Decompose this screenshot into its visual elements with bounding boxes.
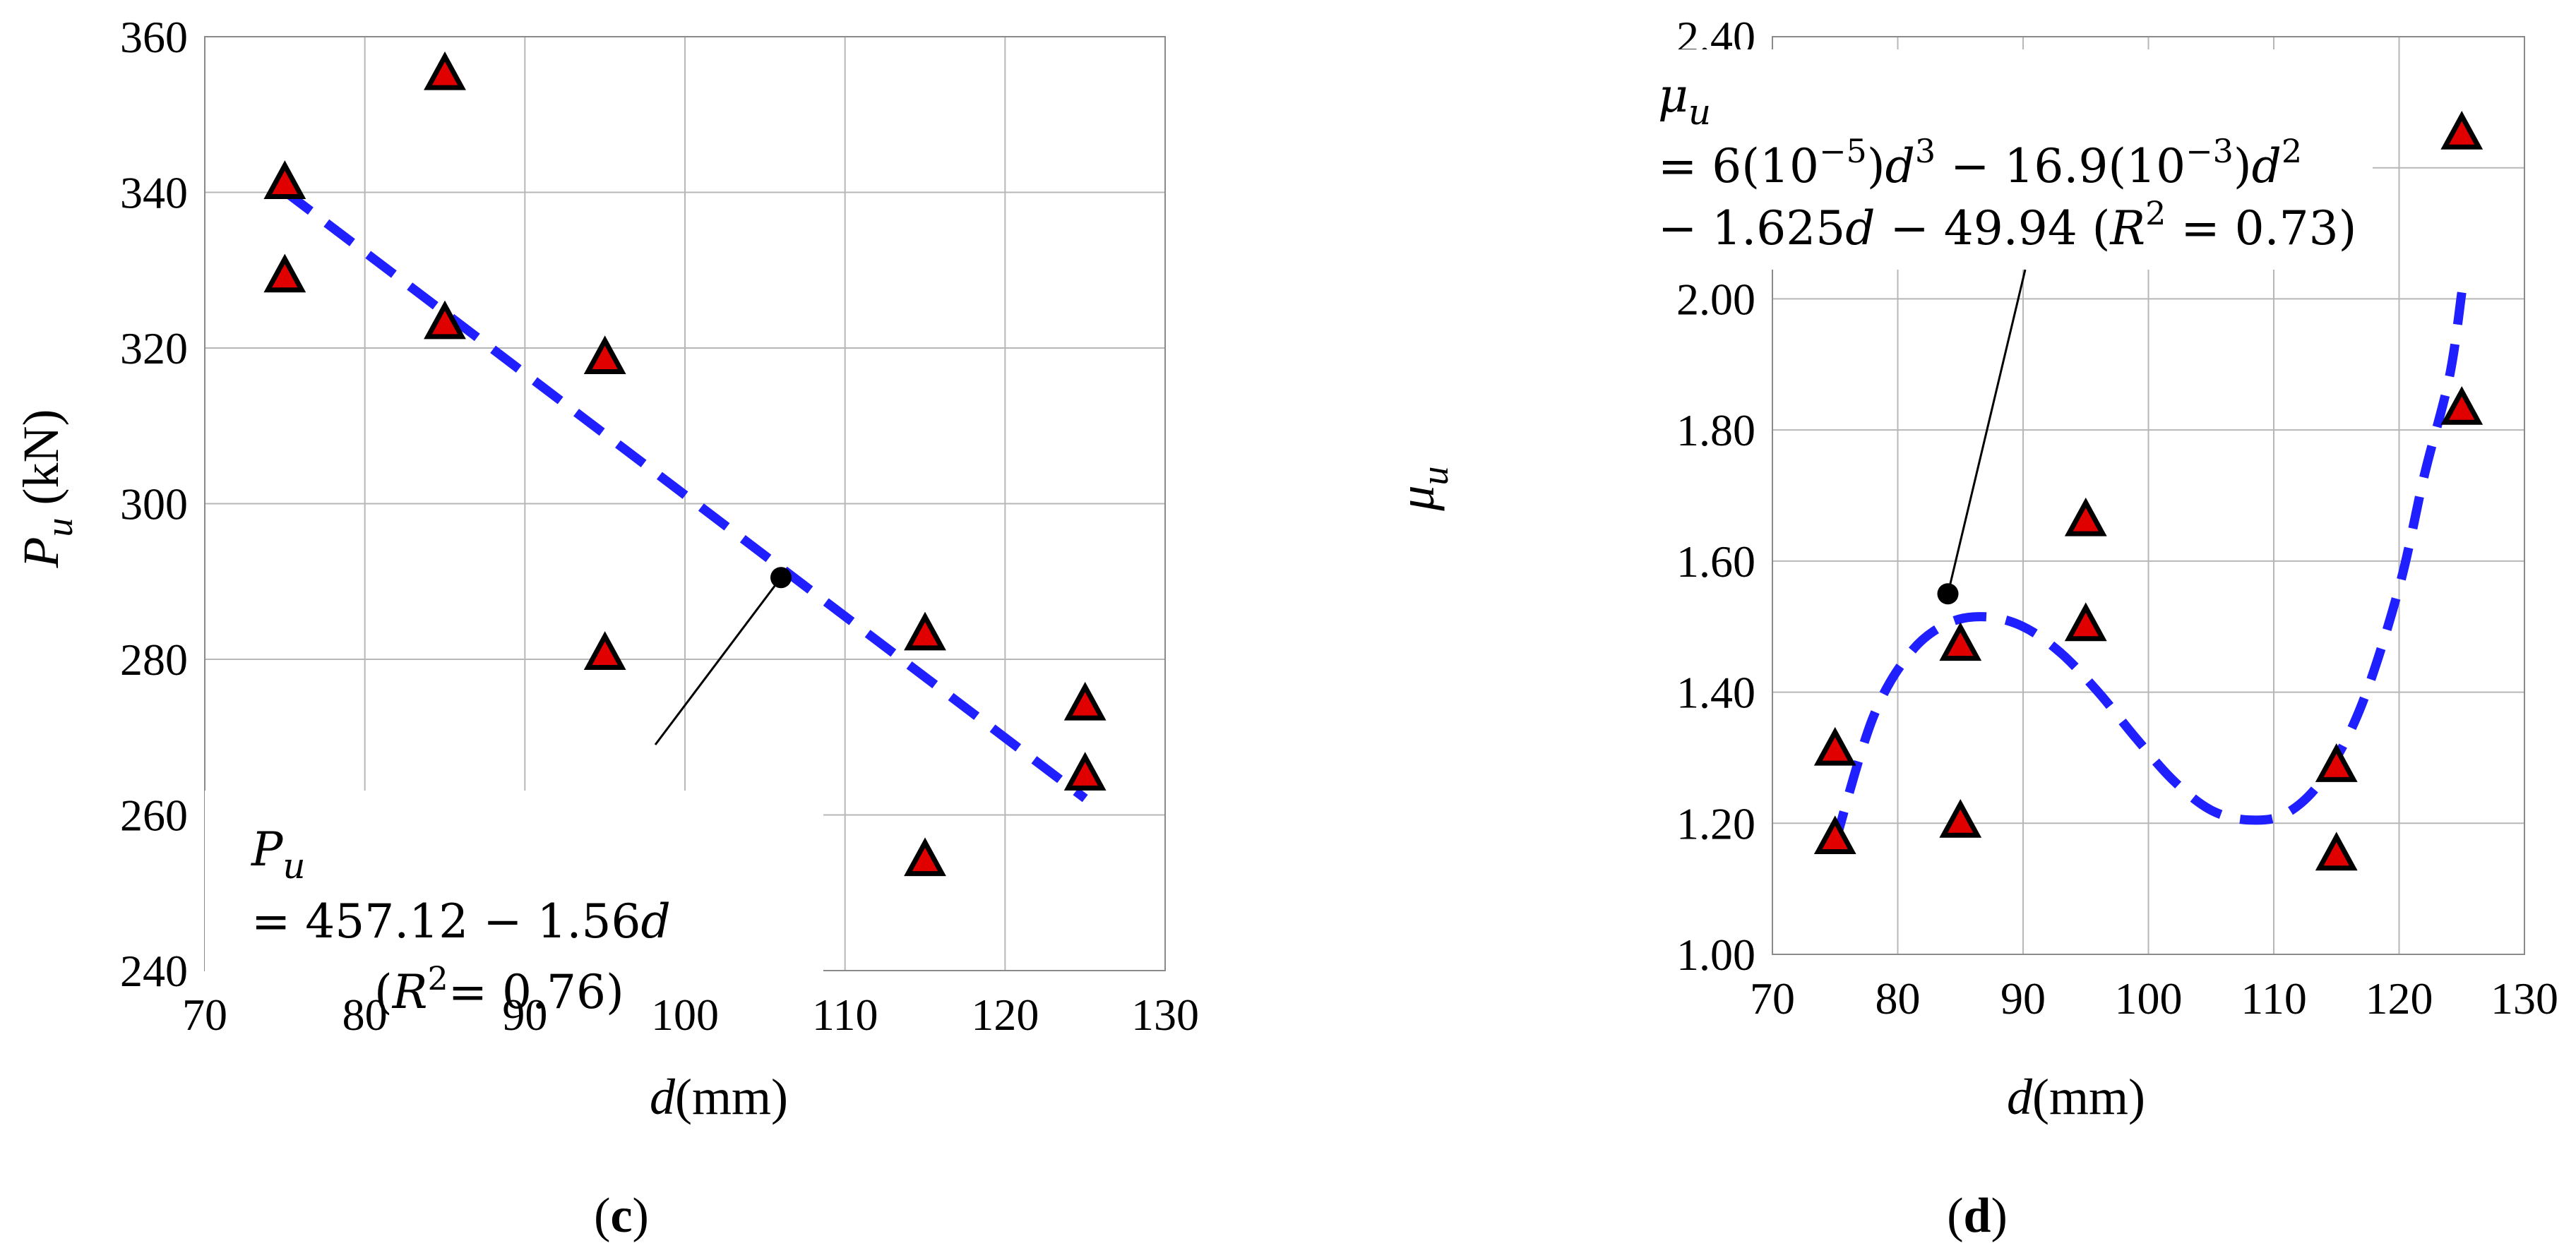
chart-c-x-ticks: 70 80 90 100 110 120 130 — [182, 990, 1199, 1040]
chart-d-panel-label: (d) — [1947, 1189, 2008, 1243]
chart-c-annotation-leader — [654, 577, 782, 745]
chart-c-point-4 — [583, 335, 626, 375]
chart-d-y-tick-label-1: 1.20 — [1676, 798, 1755, 848]
chart-c-y-tick-label-1: 260 — [120, 791, 188, 841]
chart-c-point-1 — [263, 253, 306, 293]
chart-c-equation-background — [205, 791, 823, 974]
chart-c-y-axis-label: Pu (kN) — [13, 409, 80, 569]
chart-d-point-3 — [1939, 798, 1982, 838]
chart-d-point-4 — [2064, 497, 2107, 536]
chart-d-y-tick-label-2: 1.40 — [1676, 668, 1755, 718]
chart-d-point-2 — [1939, 622, 1982, 661]
chart-c-equation-rhs: = 457.12 − 1.56d — [251, 894, 671, 949]
chart-d-point-5 — [2064, 602, 2107, 642]
chart-c-points — [263, 51, 1107, 877]
chart-d-y-axis-label: μu — [1388, 466, 1456, 511]
chart-d-point-7 — [2315, 832, 2358, 871]
chart-d-point-9 — [2440, 385, 2483, 425]
chart-d-y-tick-label-0: 1.00 — [1676, 930, 1755, 980]
chart-c-panel-label: (c) — [594, 1189, 649, 1243]
chart-c-equation-lhs: Pu — [251, 822, 306, 887]
chart-c-y-tick-label-6: 360 — [120, 12, 188, 62]
chart-d-plot-frame — [1772, 36, 2525, 955]
chart-c-x-tick-label-0: 70 — [182, 990, 227, 1040]
chart-d-point-0 — [1813, 726, 1856, 766]
chart-d-x-tick-label-3: 100 — [2115, 973, 2183, 1024]
chart-d-x-tick-label-4: 110 — [2241, 973, 2307, 1024]
chart-c-fit-line — [282, 187, 1088, 803]
chart-c-y-tick-label-0: 240 — [120, 946, 188, 996]
chart-d-x-tick-label-5: 120 — [2366, 973, 2433, 1024]
chart-d-x-tick-label-2: 90 — [2000, 973, 2046, 1024]
chart-c-y-tick-label-4: 320 — [120, 323, 188, 373]
chart-d-annotation-anchor-dot — [1937, 583, 1959, 605]
chart-d-x-tick-label-0: 70 — [1750, 973, 1795, 1024]
chart-d-annotation-leader — [1947, 269, 2027, 594]
chart-c-point-2 — [424, 51, 466, 90]
chart-d-equation-line2: − 1.625d − 49.94 (R2 = 0.73) — [1658, 194, 2356, 256]
chart-d-x-ticks: 70 80 90 100 110 120 130 — [1750, 973, 2558, 1024]
chart-c-y-tick-label-5: 340 — [120, 168, 188, 218]
chart-d-point-8 — [2440, 110, 2483, 150]
chart-d-point-6 — [2315, 743, 2358, 782]
chart-d-y-tick-label-5: 2.00 — [1676, 274, 1755, 324]
chart-c-point-8 — [1063, 681, 1107, 721]
chart-c-point-0 — [263, 160, 306, 199]
chart-d-x-tick-label-6: 130 — [2491, 973, 2558, 1024]
chart-c-point-3 — [424, 300, 466, 340]
chart-d-y-tick-label-4: 1.80 — [1676, 405, 1755, 455]
chart-c-x-tick-label-6: 130 — [1131, 990, 1199, 1040]
chart-d-point-1 — [1813, 815, 1856, 854]
chart-c-y-tick-label-3: 300 — [120, 479, 188, 529]
chart-c-y-ticks: 240 260 280 300 320 340 360 — [120, 12, 188, 996]
chart-c-point-5 — [583, 631, 626, 670]
chart-d-x-axis-label: d(mm) — [2007, 1069, 2145, 1125]
chart-c-x-tick-label-4: 110 — [812, 990, 878, 1040]
chart-c-point-7 — [904, 837, 946, 877]
chart-c-x-tick-label-2: 90 — [502, 990, 547, 1040]
chart-c-annotation-anchor-dot — [770, 567, 792, 589]
chart-d-equation-lhs: μu — [1658, 68, 1711, 133]
chart-c-equation-r2: (R2= 0.76) — [374, 959, 624, 1019]
chart-c-point-9 — [1063, 752, 1107, 791]
chart-c-y-tick-label-2: 280 — [120, 635, 188, 685]
chart-d-points — [1813, 110, 2483, 871]
chart-d-y-tick-label-3: 1.60 — [1676, 536, 1755, 587]
chart-c-point-6 — [904, 611, 946, 651]
chart-c-x-tick-label-1: 80 — [342, 990, 388, 1040]
chart-d-x-tick-label-1: 80 — [1876, 973, 1921, 1024]
chart-d-equation-background — [1631, 49, 2373, 270]
chart-c-x-tick-label-5: 120 — [971, 990, 1039, 1040]
chart-c-x-tick-label-3: 100 — [651, 990, 719, 1040]
chart-c: 240 260 280 300 320 340 360 70 80 90 100 110 120 130… — [13, 12, 1199, 1243]
chart-d-equation-line1: = 6(10−5)d3 − 16.9(10−3)d2 — [1658, 132, 2302, 193]
chart-c-x-axis-label: d(mm) — [650, 1069, 788, 1125]
chart-d: 1.001.201.401.601.802.002.202.40 7080901… — [1388, 12, 2558, 1243]
